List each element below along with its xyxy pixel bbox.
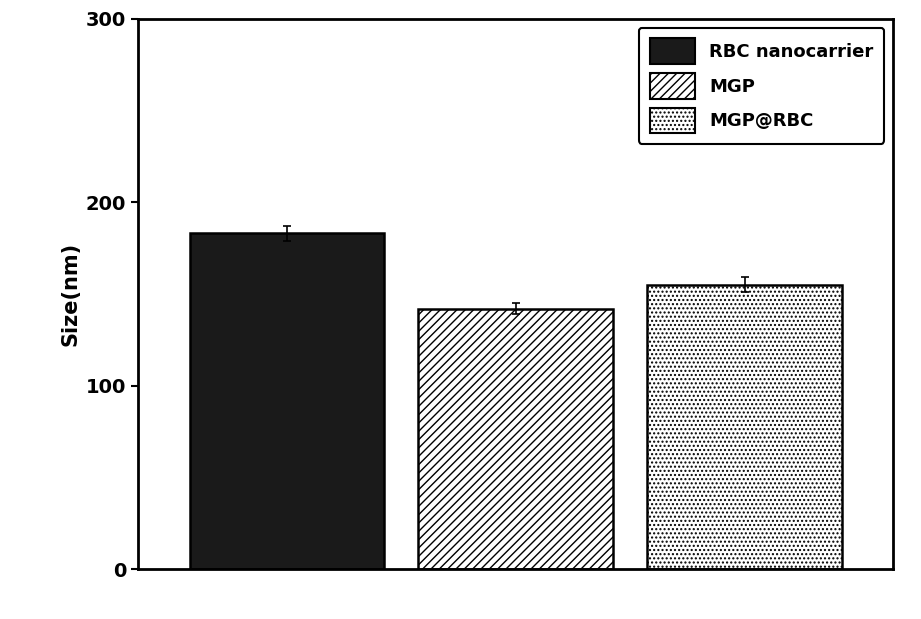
Y-axis label: Size(nm): Size(nm) [61, 242, 80, 346]
Bar [190, 233, 384, 569]
Bar [647, 285, 842, 569]
Legend: RBC nanocarrier, MGP, MGP@RBC: RBC nanocarrier, MGP, MGP@RBC [639, 28, 884, 144]
Bar [418, 309, 613, 569]
